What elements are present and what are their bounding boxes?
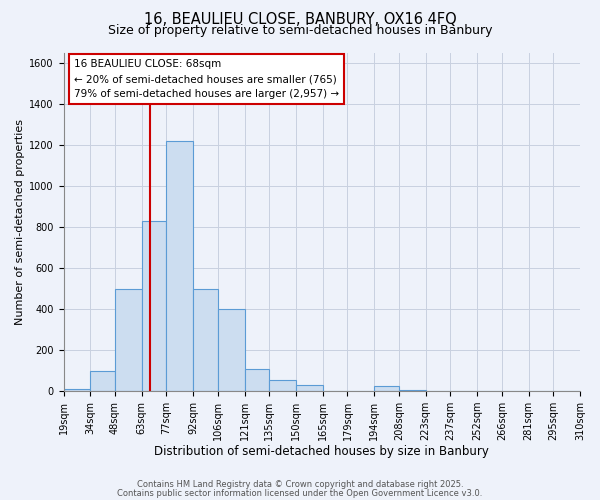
Bar [115,288,142,391]
Bar [64,389,90,391]
Bar [166,140,193,391]
Bar [142,221,166,391]
Text: 16, BEAULIEU CLOSE, BANBURY, OX16 4FQ: 16, BEAULIEU CLOSE, BANBURY, OX16 4FQ [143,12,457,28]
Bar [193,288,218,391]
Text: Contains public sector information licensed under the Open Government Licence v3: Contains public sector information licen… [118,488,482,498]
Text: 16 BEAULIEU CLOSE: 68sqm
← 20% of semi-detached houses are smaller (765)
79% of : 16 BEAULIEU CLOSE: 68sqm ← 20% of semi-d… [74,60,339,99]
Text: Size of property relative to semi-detached houses in Banbury: Size of property relative to semi-detach… [108,24,492,37]
Bar [90,370,115,391]
Bar [399,390,425,391]
Bar [245,368,269,391]
Bar [296,385,323,391]
Y-axis label: Number of semi-detached properties: Number of semi-detached properties [15,119,25,325]
Bar [269,380,296,391]
Text: Contains HM Land Registry data © Crown copyright and database right 2025.: Contains HM Land Registry data © Crown c… [137,480,463,489]
Bar [374,386,399,391]
X-axis label: Distribution of semi-detached houses by size in Banbury: Distribution of semi-detached houses by … [154,444,489,458]
Bar [218,309,245,391]
